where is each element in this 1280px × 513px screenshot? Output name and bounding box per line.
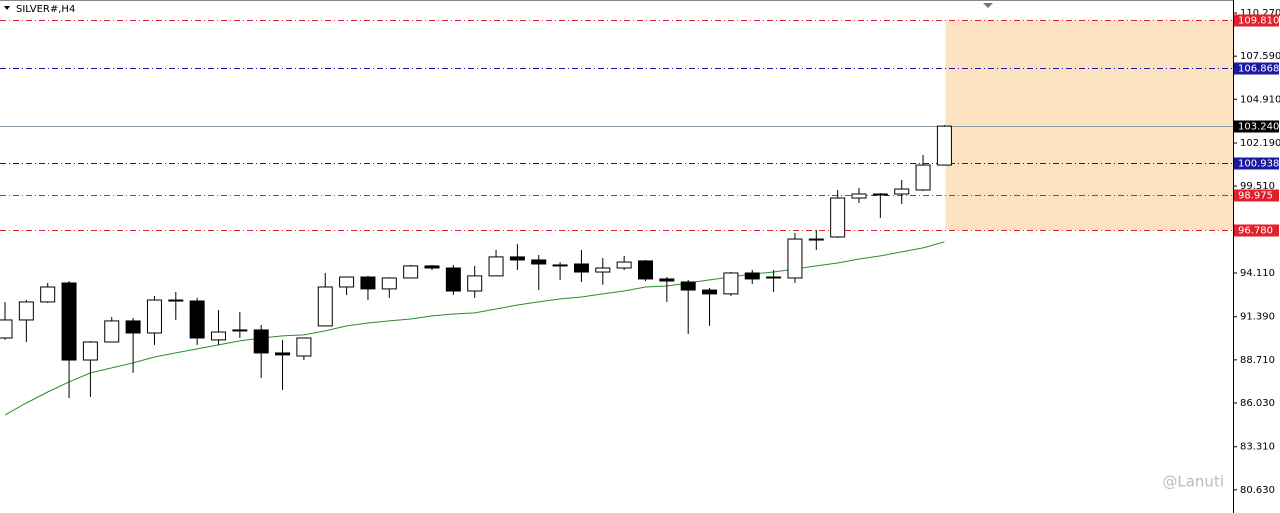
candle-body: [915, 164, 931, 191]
candle-body: [872, 193, 888, 196]
level-label-bg: [1234, 157, 1279, 170]
level-label-bg: [1234, 189, 1279, 202]
candle-body: [680, 281, 696, 291]
price-zone: [945, 20, 1233, 231]
level-label-bg: [1234, 224, 1279, 237]
level-label-bg: [1234, 14, 1279, 27]
candle-body: [894, 188, 910, 195]
candle-body: [936, 125, 952, 166]
candle-body: [82, 341, 98, 361]
level-label: 96.780: [1238, 226, 1273, 237]
candle-body: [40, 286, 56, 303]
candle-body: [189, 300, 205, 339]
level-label: 106.868: [1238, 64, 1279, 75]
candle-body: [381, 277, 397, 290]
candle-body: [317, 286, 333, 327]
candle-body: [232, 329, 248, 332]
candle-body: [659, 278, 675, 282]
y-tick-label: 99.510: [1240, 181, 1275, 192]
shift-marker: [983, 3, 993, 8]
level-label: 98.975: [1238, 191, 1273, 202]
candle-body: [830, 197, 846, 238]
candle-body: [509, 256, 525, 261]
candle-body: [104, 320, 120, 343]
candle-body: [638, 260, 653, 280]
candle-body: [616, 261, 632, 269]
candle-body: [211, 331, 226, 341]
candle-body: [445, 267, 461, 292]
candle-body: [808, 238, 824, 241]
y-tick-label: 110.270: [1240, 8, 1280, 19]
candle-body: [851, 193, 867, 199]
candle-body: [467, 275, 483, 292]
candle-body: [146, 299, 162, 334]
candle-body: [766, 276, 782, 279]
title-arrow: [4, 6, 10, 10]
candle-body: [573, 263, 589, 273]
y-tick-label: 107.590: [1240, 51, 1280, 62]
level-label: 103.240: [1238, 122, 1279, 133]
candle-body: [595, 267, 611, 273]
level-label-bg: [1234, 62, 1279, 75]
y-tick-label: 86.030: [1240, 398, 1275, 409]
y-tick-label: 102.190: [1240, 138, 1280, 149]
y-tick-label: 80.630: [1240, 485, 1275, 496]
y-tick-label: 94.110: [1240, 268, 1275, 279]
candle-body: [18, 301, 34, 321]
candle-body: [424, 265, 440, 269]
candle-body: [702, 289, 718, 295]
candle-body: [125, 320, 141, 334]
candle-body: [787, 238, 803, 279]
candle-body: [403, 265, 419, 279]
candle-body: [723, 272, 739, 295]
level-label-bg: [1234, 120, 1279, 133]
y-tick-label: 91.390: [1240, 312, 1275, 323]
level-label: 100.938: [1238, 159, 1279, 170]
candle-body: [168, 299, 184, 302]
y-tick-label: 88.710: [1240, 355, 1275, 366]
candle-body: [253, 329, 269, 354]
watermark: @Lanuti: [1162, 473, 1224, 491]
candle-body: [531, 259, 547, 265]
candle-body: [275, 352, 291, 356]
candle-body: [488, 256, 504, 277]
candle-body: [339, 276, 355, 288]
y-tick-label: 104.910: [1240, 94, 1280, 105]
candle-body: [296, 337, 312, 357]
candle-body: [0, 319, 13, 339]
candle-body: [744, 272, 760, 280]
candle-body: [360, 276, 376, 290]
candle-body: [552, 264, 568, 267]
level-label: 109.810: [1238, 16, 1279, 27]
chart-title: SILVER#,H4: [16, 4, 75, 15]
candle-body: [61, 282, 77, 361]
y-tick-label: 83.310: [1240, 442, 1275, 453]
